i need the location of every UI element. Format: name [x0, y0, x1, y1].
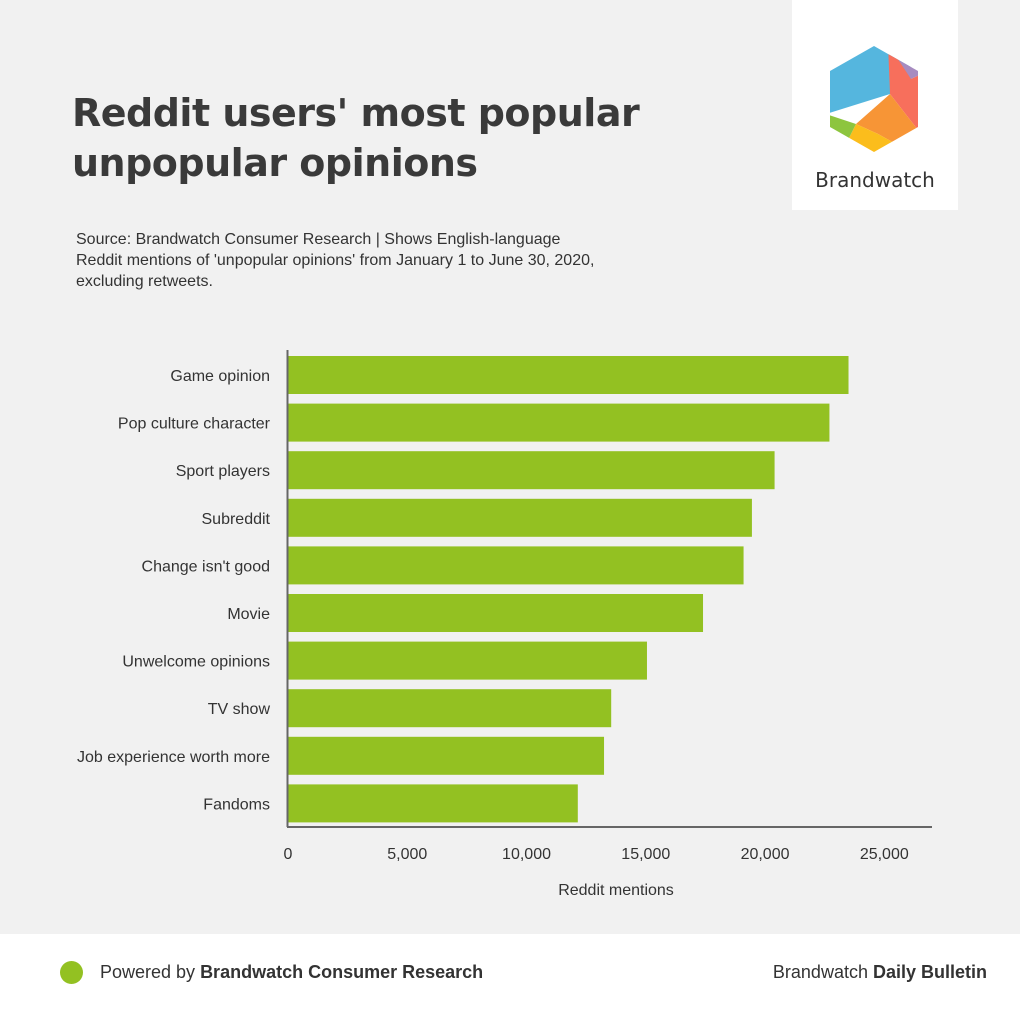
bar [288, 403, 830, 442]
bar [288, 784, 578, 823]
footer: Powered by Brandwatch Consumer Research … [0, 934, 1020, 1011]
legend-dot-icon [60, 961, 83, 984]
brandwatch-hexagon-logo-icon [830, 46, 918, 152]
category-label: Job experience worth more [77, 749, 270, 766]
category-label: Sport players [176, 463, 270, 480]
footer-powered-prefix: Powered by [100, 962, 201, 982]
x-tick-label: 20,000 [741, 846, 790, 863]
x-tick-label: 0 [284, 846, 293, 863]
footer-powered-by: Powered by Brandwatch Consumer Research [100, 962, 483, 983]
chart-title: Reddit users' most popular unpopular opi… [72, 88, 640, 188]
x-tick-label: 10,000 [502, 846, 551, 863]
bar [288, 546, 744, 585]
category-label: Pop culture character [118, 416, 271, 433]
footer-publication-brand: Daily Bulletin [872, 962, 987, 982]
category-label: Unwelcome opinions [122, 654, 270, 671]
x-tick-label: 5,000 [387, 846, 427, 863]
category-label: TV show [208, 701, 271, 718]
bar [288, 498, 752, 537]
category-label: Change isn't good [142, 558, 270, 575]
chart-subtitle: Source: Brandwatch Consumer Research | S… [76, 231, 595, 290]
x-tick-label: 25,000 [860, 846, 909, 863]
footer-publication-prefix: Brandwatch [772, 962, 873, 982]
brandwatch-logo: Brandwatch [792, 0, 958, 210]
bar [288, 594, 704, 632]
category-label: Subreddit [202, 511, 271, 528]
chart-title-line-2: unpopular opinions [72, 141, 478, 185]
bar [288, 356, 849, 394]
footer-powered-brand: Brandwatch Consumer Research [200, 962, 484, 982]
bar [288, 641, 647, 680]
footer-publication: Brandwatch Daily Bulletin [773, 962, 987, 983]
x-axis-title: Reddit mentions [558, 882, 674, 899]
bar [288, 689, 612, 728]
bar [288, 451, 775, 490]
category-label: Fandoms [203, 796, 270, 813]
chart-title-line-1: Reddit users' most popular [72, 91, 640, 135]
x-tick-label: 15,000 [621, 846, 670, 863]
category-label: Movie [227, 606, 270, 623]
bar [288, 736, 605, 775]
category-label: Game opinion [170, 368, 270, 385]
logo-wordmark: Brandwatch [815, 168, 935, 192]
